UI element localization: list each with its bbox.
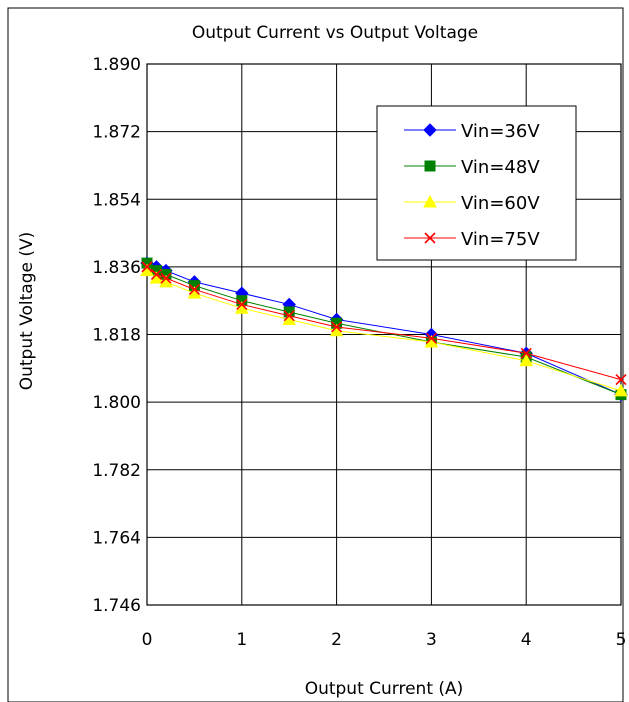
- data-point: [615, 374, 627, 386]
- data-point-stroke-b: [141, 261, 153, 273]
- chart-title: Output Current vs Output Voltage: [192, 23, 478, 43]
- data-point: [331, 321, 343, 333]
- data-point-stroke-b: [236, 298, 248, 311]
- y-tick-label: 1.818: [92, 326, 141, 346]
- y-tick-label: 1.890: [92, 55, 141, 75]
- y-tick-label: 1.854: [92, 190, 141, 210]
- y-tick-label: 1.836: [92, 258, 141, 278]
- data-point: [519, 353, 534, 367]
- x-axis-label: Output Current (A): [305, 679, 464, 699]
- data-point-stroke-b: [425, 332, 437, 344]
- data-point: [160, 272, 172, 284]
- legend-marker-stroke-b: [424, 232, 436, 244]
- plot-border: [146, 63, 622, 606]
- legend: Vin=36V Vin=48V Vin=60V Vin=75V: [376, 105, 577, 261]
- y-tick-label: 1.746: [92, 596, 141, 616]
- data-point: [283, 310, 295, 322]
- y-axis-label: Output Voltage (V): [17, 232, 37, 391]
- data-point-stroke-b: [520, 347, 532, 359]
- data-point-stroke-b: [283, 310, 295, 322]
- y-tick-label: 1.872: [92, 123, 141, 143]
- x-tick-label: 0: [142, 630, 153, 650]
- data-point: [614, 383, 628, 397]
- x-tick-label: 4: [521, 630, 532, 650]
- x-tick-label: 5: [616, 630, 627, 650]
- legend-label: Vin=36V: [461, 121, 540, 142]
- legend-marker: [423, 194, 437, 208]
- series-line-3: [146, 266, 622, 381]
- x-tick-label: 3: [426, 630, 437, 650]
- data-point-stroke-b: [615, 374, 627, 386]
- data-point: [150, 268, 163, 280]
- data-point: [425, 332, 437, 344]
- y-tick-label: 1.764: [92, 528, 141, 548]
- legend-label: Vin=75V: [461, 229, 540, 250]
- data-point-stroke-b: [188, 283, 200, 295]
- legend-box: [376, 105, 577, 261]
- legend-label: Vin=48V: [461, 157, 540, 178]
- data-point: [141, 261, 153, 273]
- data-point: [236, 298, 248, 311]
- legend-marker: [424, 232, 436, 244]
- data-point-stroke-b: [150, 268, 163, 280]
- x-tick-label: 1: [236, 630, 247, 650]
- legend-marker: [424, 160, 436, 172]
- y-tick-label: 1.800: [92, 393, 141, 413]
- y-tick-label: 1.782: [92, 461, 141, 481]
- x-tick-label: 2: [331, 630, 342, 650]
- data-point: [520, 347, 532, 359]
- data-point-stroke-b: [331, 321, 343, 333]
- legend-label: Vin=60V: [461, 193, 540, 214]
- data-point-stroke-b: [160, 272, 172, 284]
- data-point: [188, 283, 200, 295]
- legend-marker: [423, 123, 437, 137]
